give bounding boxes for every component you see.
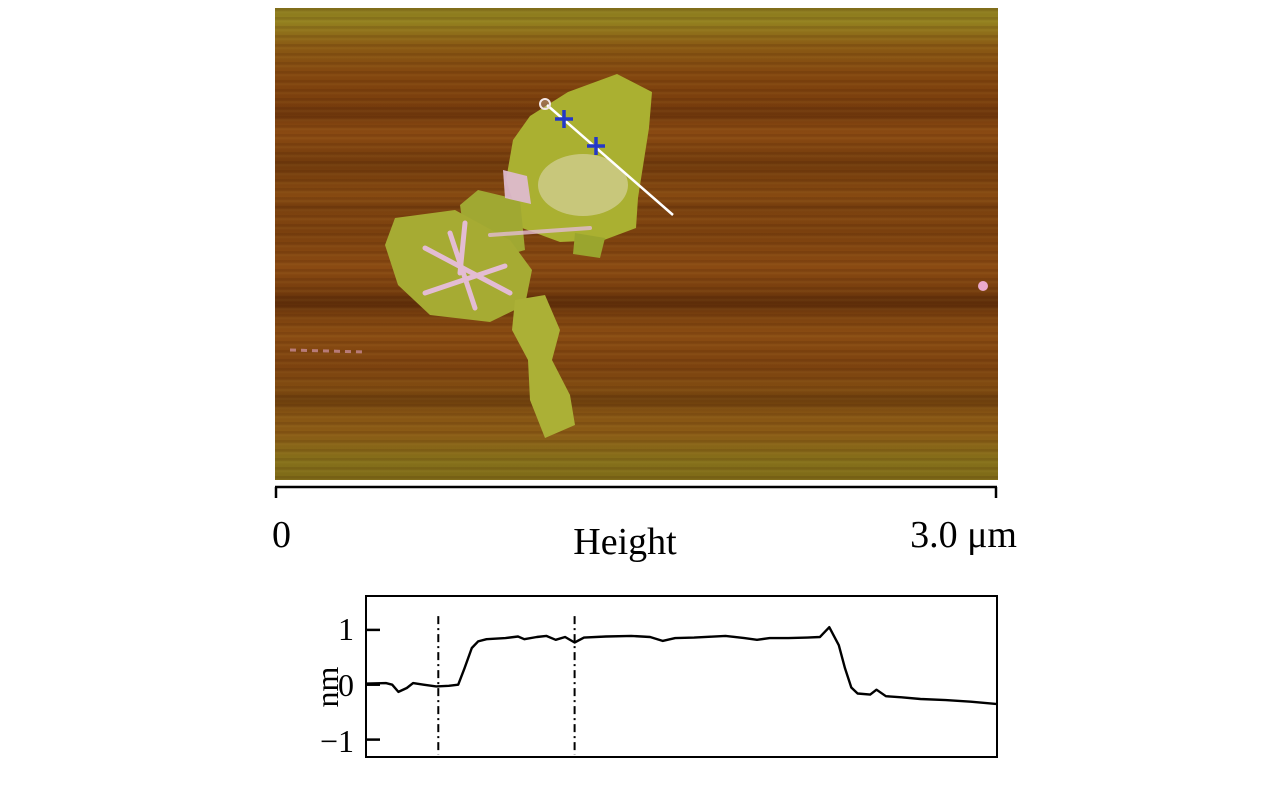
scale-min-label: 0	[272, 514, 291, 556]
scale-bar	[274, 485, 998, 498]
channel-label: Height	[573, 521, 677, 563]
wrinkle-line	[422, 263, 508, 296]
cursor-cross-1	[555, 110, 573, 128]
flake-highlight-region	[538, 154, 628, 216]
scale-max-label: 3.0 μm	[910, 514, 1017, 556]
section-start-circle	[539, 98, 551, 110]
height-profile-plot	[367, 616, 996, 755]
ytick-label-minus1: −1	[319, 723, 354, 759]
cursor-cross-2	[587, 137, 605, 155]
graphene-flake	[385, 74, 652, 438]
ytick-label-0: 0	[338, 667, 354, 703]
ytick-label-1: 1	[338, 611, 354, 647]
pink-fold-patch	[503, 170, 531, 204]
height-profile-chart	[365, 595, 998, 758]
section-line	[539, 98, 674, 216]
afm-image	[275, 8, 998, 480]
profile-section-line	[546, 104, 674, 216]
pink-particle	[978, 281, 988, 291]
wrinkle-line	[488, 226, 592, 237]
background-streak	[289, 348, 366, 354]
pink-wrinkles	[422, 220, 592, 311]
afm-shapes	[289, 74, 988, 438]
flake-tail	[512, 295, 575, 438]
wrinkle-line	[457, 220, 468, 276]
wrinkle-line	[422, 245, 513, 296]
flake-small-patch	[573, 233, 605, 258]
